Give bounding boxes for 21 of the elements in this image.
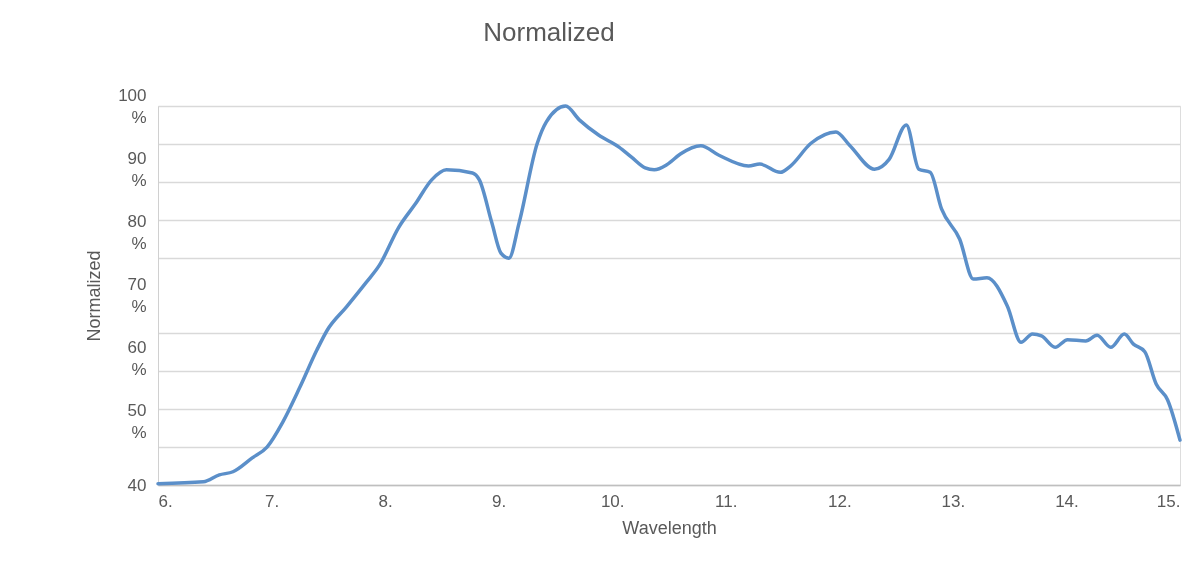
y-tick-label: 60 %: [127, 338, 147, 380]
x-tick-label: 12.: [828, 491, 852, 511]
x-tick-label: 15.: [1156, 491, 1181, 511]
x-tick-label: 9.: [492, 491, 507, 511]
y-tick-label: 40: [127, 475, 147, 495]
x-tick-label: 13.: [941, 491, 966, 511]
x-tick-label: 11.: [715, 491, 738, 511]
x-tick-label: 10.: [600, 491, 625, 511]
line-series: [156, 104, 1182, 486]
chart-title: Normalized: [483, 17, 615, 47]
y-tick-label: 80 %: [127, 211, 147, 253]
y-tick-label: 50 %: [127, 401, 147, 443]
x-tick-label: 8.: [378, 491, 393, 511]
y-tick-label: 70 %: [127, 275, 147, 316]
x-tick-label: 14.: [1055, 491, 1079, 511]
y-tick-label: 90 %: [127, 148, 147, 190]
y-axis-title: Normalized: [84, 250, 105, 342]
x-tick-label: 6.: [158, 491, 173, 511]
y-tick-label: 100 %: [118, 85, 147, 127]
x-tick-label: 7.: [264, 491, 280, 511]
x-axis-title: Wavelength: [622, 517, 717, 538]
